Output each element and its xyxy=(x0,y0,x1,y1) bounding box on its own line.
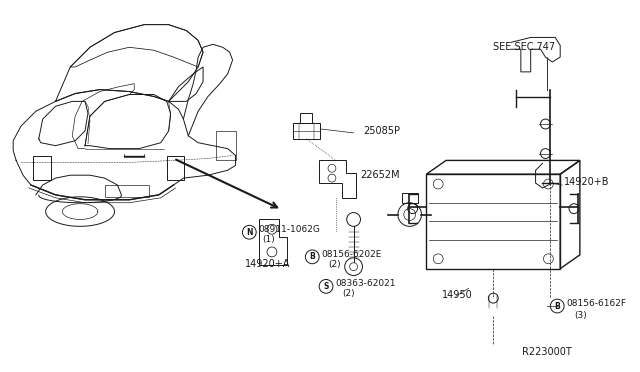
Text: SEE SEC.747: SEE SEC.747 xyxy=(493,42,556,52)
Bar xyxy=(402,193,417,203)
Bar xyxy=(216,131,236,160)
Text: 08156-6202E: 08156-6202E xyxy=(321,250,381,259)
Text: (3): (3) xyxy=(574,311,587,320)
Bar xyxy=(292,123,320,139)
Text: B: B xyxy=(309,252,315,262)
Text: 14920+B: 14920+B xyxy=(564,177,610,187)
Text: 22652M: 22652M xyxy=(360,170,400,180)
Text: 08156-6162F: 08156-6162F xyxy=(566,299,626,308)
Text: R223000T: R223000T xyxy=(522,347,572,357)
Bar xyxy=(105,185,149,197)
Text: N: N xyxy=(246,228,253,237)
Text: 08363-62021: 08363-62021 xyxy=(335,279,396,288)
Text: B: B xyxy=(554,302,560,311)
Text: (2): (2) xyxy=(328,260,340,269)
Text: 08911-1062G: 08911-1062G xyxy=(258,225,320,234)
Text: (2): (2) xyxy=(342,289,355,298)
Text: (1): (1) xyxy=(262,235,275,244)
Bar xyxy=(33,155,51,180)
Bar xyxy=(166,155,184,180)
Text: 25085P: 25085P xyxy=(364,126,401,136)
Text: S: S xyxy=(323,282,329,291)
Text: 14920+A: 14920+A xyxy=(245,259,291,269)
Bar xyxy=(426,174,560,269)
Bar xyxy=(300,113,312,123)
Text: 14950: 14950 xyxy=(442,290,473,300)
